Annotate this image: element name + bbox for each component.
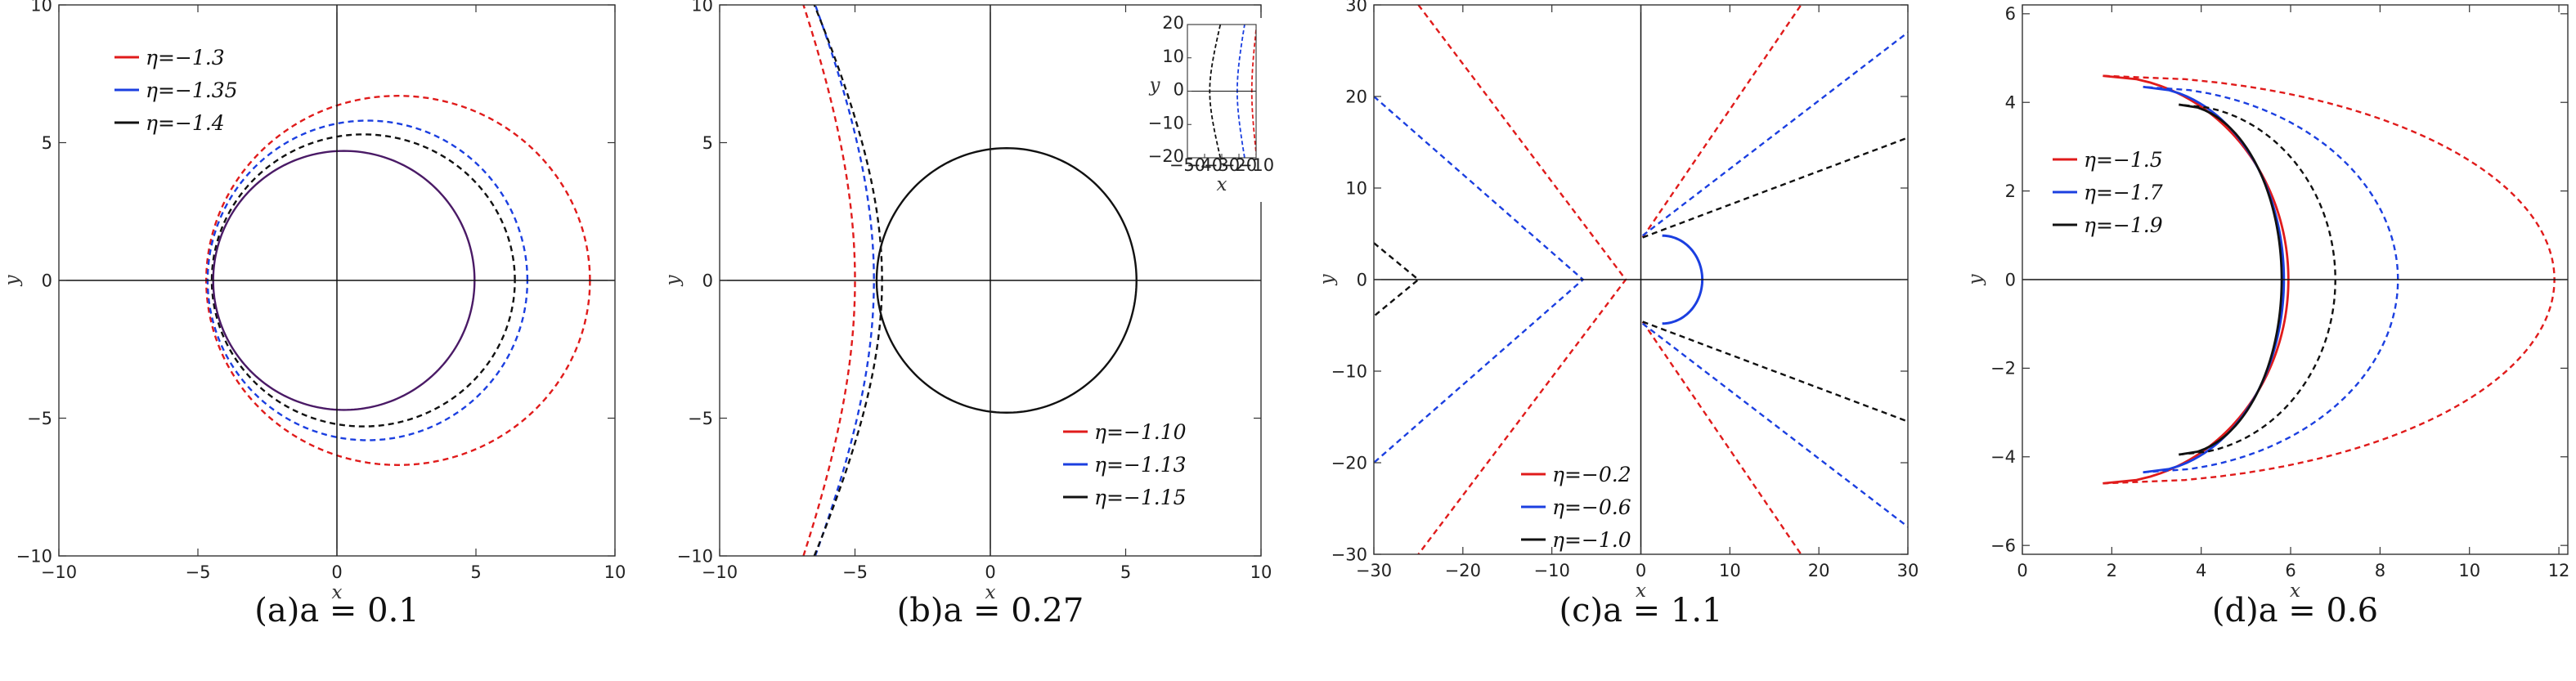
panel-c-y-tick-label: 20 bbox=[1345, 87, 1367, 106]
panel-c-series-0-branch bbox=[1641, 5, 1802, 239]
panel-b-inset-y-tick-label: −20 bbox=[1148, 146, 1184, 166]
panel-b-y-tick-label: 0 bbox=[702, 271, 713, 290]
panel-b-inset-y-tick-label: 20 bbox=[1162, 13, 1184, 33]
panel-a-y-tick-label: 5 bbox=[42, 133, 52, 153]
panel-d-y-tick-label: −6 bbox=[1990, 536, 2016, 556]
panel-a-legend-label: η=−1.4 bbox=[146, 111, 225, 135]
panel-b-caption: (b)a = 0.27 bbox=[897, 592, 1084, 629]
panel-c-x-label: x bbox=[1636, 580, 1646, 602]
panel-b-y-tick-label: −5 bbox=[688, 409, 713, 428]
panel-c-y-tick-label: −20 bbox=[1331, 453, 1367, 473]
panel-a-y-tick-label: 0 bbox=[42, 271, 52, 290]
panel-c-y-label: y bbox=[1317, 274, 1338, 286]
panel-b: −10 −5 0 5 10−10−50510xyη=−1.10η=−1.13η=−1.1… bbox=[662, 0, 1274, 629]
panel-a-caption: (a)a = 0.1 bbox=[254, 592, 419, 629]
panel-c-series-2-branch bbox=[1642, 137, 1908, 239]
panel-b-inset-x-tick-label: −30 bbox=[1204, 155, 1240, 175]
panel-b-y-tick-label: −10 bbox=[677, 546, 713, 566]
panel-d-x-tick-label: 6 bbox=[2285, 561, 2296, 580]
panel-b-inset-bg bbox=[1138, 18, 1266, 202]
panel-b-inset-y-tick-label: 10 bbox=[1162, 47, 1184, 66]
panel-a-x-tick-label: −5 bbox=[186, 562, 211, 582]
panel-a-y-tick-label: 10 bbox=[30, 0, 52, 15]
panel-a-x-tick-label: 0 bbox=[331, 562, 342, 582]
panel-b-inset-x-tick-label: −10 bbox=[1238, 155, 1274, 175]
panel-d-x-tick-label: 4 bbox=[2196, 561, 2206, 580]
panel-c-x-tick-label: −20 bbox=[1445, 561, 1481, 580]
panel-d-y-tick-label: −4 bbox=[1990, 447, 2016, 467]
panel-c-y-tick-label: −30 bbox=[1331, 544, 1367, 564]
panel-d-x-tick-label: 10 bbox=[2458, 561, 2480, 580]
panel-b-legend-label: η=−1.15 bbox=[1094, 486, 1187, 509]
panel-c-x-tick-label: 10 bbox=[1719, 561, 1741, 580]
panel-d-x-tick-label: 12 bbox=[2548, 561, 2570, 580]
panel-a-x-tick-label: 10 bbox=[604, 562, 626, 582]
panel-b-legend-label: η=−1.13 bbox=[1094, 453, 1187, 477]
panel-b-y-tick-label: 5 bbox=[702, 133, 713, 153]
panel-c-legend-label: η=−1.0 bbox=[1552, 528, 1631, 552]
panel-d-x-tick-label: 2 bbox=[2107, 561, 2117, 580]
panel-d-series-1-curve bbox=[2143, 86, 2399, 473]
panel-d-x-label: x bbox=[2290, 580, 2300, 602]
panel-b-x-tick-label: 5 bbox=[1120, 562, 1131, 582]
panel-c-y-tick-label: 0 bbox=[1357, 270, 1367, 289]
panel-a-x-tick-label: −10 bbox=[41, 562, 77, 582]
panel-b-x-tick-label: 10 bbox=[1250, 562, 1272, 582]
panel-c-y-tick-label: −10 bbox=[1331, 361, 1367, 381]
panel-c-series-1-branch bbox=[1641, 31, 1908, 237]
panel-d-y-tick-label: 4 bbox=[2005, 93, 2016, 113]
panel-b-inset-y-label: y bbox=[1149, 75, 1161, 96]
panel-a-legend-label: η=−1.35 bbox=[146, 78, 238, 102]
panel-d-legend-label: η=−1.9 bbox=[2084, 213, 2163, 237]
panel-a-x-label: x bbox=[332, 582, 343, 603]
panel-b-y-label: y bbox=[662, 275, 684, 287]
panel-d-x-tick-label: 0 bbox=[2017, 561, 2027, 580]
panel-b-legend-label: η=−1.10 bbox=[1094, 420, 1187, 444]
panel-d-y-tick-label: 2 bbox=[2005, 181, 2016, 201]
panel-b-x-tick-label: −5 bbox=[842, 562, 868, 582]
panel-d-y-tick-label: −2 bbox=[1990, 359, 2016, 379]
panel-d: 0 2 4 6 8 10 12−6−4−20246xyη=−1.5η=−1.7η=−1.9(… bbox=[1965, 4, 2569, 629]
panel-b-x-label: x bbox=[985, 582, 996, 603]
panel-c-series-0-branch bbox=[1641, 320, 1802, 554]
panel-a-legend-label: η=−1.3 bbox=[146, 46, 225, 69]
panel-c-x-tick-label: 0 bbox=[1636, 561, 1646, 580]
panel-b-y-tick-label: 10 bbox=[691, 0, 713, 15]
panel-d-x-tick-label: 8 bbox=[2375, 561, 2385, 580]
panel-c-caption: (c)a = 1.1 bbox=[1559, 592, 1722, 629]
panel-a-y-tick-label: −5 bbox=[27, 409, 52, 428]
panel-d-legend-label: η=−1.5 bbox=[2084, 148, 2163, 172]
panel-c-legend-label: η=−0.6 bbox=[1552, 495, 1631, 519]
panel-c-x-tick-label: −30 bbox=[1356, 561, 1392, 580]
panel-d-y-label: y bbox=[1965, 274, 1986, 286]
panel-b-inset-y-tick-label: 0 bbox=[1174, 80, 1184, 100]
panel-b-x-tick-label: −10 bbox=[702, 562, 738, 582]
panel-a-x-tick-label: 5 bbox=[470, 562, 481, 582]
panel-c-series-2-branch bbox=[1642, 320, 1908, 423]
panel-b-x-tick-label: 0 bbox=[985, 562, 995, 582]
panel-c-x-tick-label: −10 bbox=[1534, 561, 1570, 580]
panel-a-series-2 bbox=[210, 133, 516, 428]
panel-c-y-tick-label: 30 bbox=[1345, 0, 1367, 15]
panel-c-legend-label: η=−0.2 bbox=[1552, 463, 1631, 486]
panel-b-inset-x-tick-label: −40 bbox=[1187, 155, 1223, 175]
panel-d-y-tick-label: 0 bbox=[2005, 270, 2016, 289]
panel-d-legend-label: η=−1.7 bbox=[2084, 181, 2163, 204]
panel-b-inset-x-label: x bbox=[1217, 174, 1227, 195]
panel-c-series-1-branch bbox=[1641, 322, 1908, 528]
panel-a-y-tick-label: −10 bbox=[16, 546, 52, 566]
panel-c-x-tick-label: 20 bbox=[1808, 561, 1830, 580]
panel-a-y-label: y bbox=[2, 275, 23, 287]
panel-d-caption: (d)a = 0.6 bbox=[2212, 592, 2378, 629]
panel-b-inset-x-tick-label: −50 bbox=[1169, 155, 1205, 175]
panel-a: −10 −5 0 5 10 −10 −5 0 5 10 x y η=−1.3 η=−1.35 η=−1.4 (… bbox=[2, 0, 626, 629]
panel-c-x-tick-label: 30 bbox=[1897, 561, 1919, 580]
panel-d-y-tick-label: 6 bbox=[2005, 4, 2016, 24]
panel-b-inset-y-tick-label: −10 bbox=[1148, 113, 1184, 132]
panel-c-y-tick-label: 10 bbox=[1345, 178, 1367, 198]
panel-c: −30 −20 −10 0 10 20 30 −30 −20 −10 0 10 20 30 x y η=−0.2… bbox=[1317, 0, 1919, 629]
panel-b-inset-x-tick-label: −20 bbox=[1221, 155, 1257, 175]
